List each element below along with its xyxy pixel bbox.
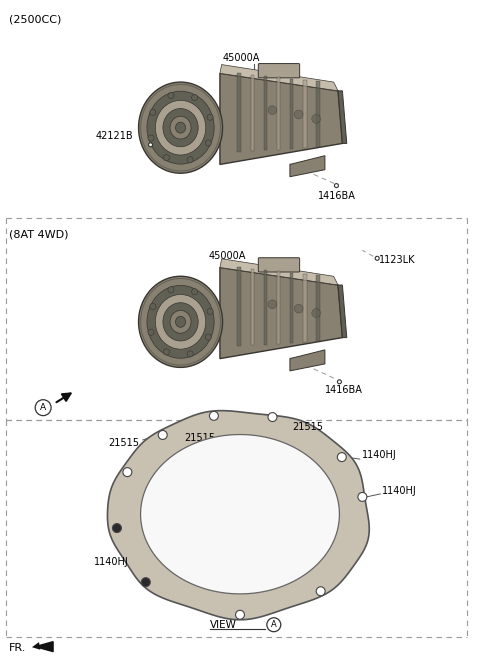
Circle shape bbox=[316, 587, 325, 596]
Polygon shape bbox=[290, 79, 293, 148]
Polygon shape bbox=[338, 285, 347, 338]
Polygon shape bbox=[238, 74, 241, 152]
Ellipse shape bbox=[163, 108, 198, 147]
Polygon shape bbox=[35, 642, 53, 652]
Circle shape bbox=[358, 493, 367, 501]
Ellipse shape bbox=[139, 82, 223, 173]
Text: 1140HJ: 1140HJ bbox=[362, 450, 396, 460]
Circle shape bbox=[312, 114, 321, 124]
Text: 1416BA: 1416BA bbox=[324, 385, 362, 395]
Ellipse shape bbox=[156, 294, 206, 349]
Circle shape bbox=[268, 106, 277, 114]
Circle shape bbox=[335, 183, 338, 188]
Polygon shape bbox=[108, 411, 369, 620]
Polygon shape bbox=[290, 350, 325, 371]
Polygon shape bbox=[303, 274, 307, 342]
Circle shape bbox=[294, 110, 303, 119]
Polygon shape bbox=[316, 81, 320, 147]
Polygon shape bbox=[277, 271, 280, 344]
Circle shape bbox=[148, 329, 154, 335]
Polygon shape bbox=[277, 78, 280, 150]
Text: 1140HJ: 1140HJ bbox=[94, 557, 129, 567]
Circle shape bbox=[141, 578, 150, 587]
Text: 1416BA: 1416BA bbox=[318, 191, 355, 200]
Text: 45000A: 45000A bbox=[222, 53, 260, 63]
Circle shape bbox=[205, 334, 211, 340]
Text: 1123LK: 1123LK bbox=[379, 256, 416, 265]
Circle shape bbox=[123, 468, 132, 476]
Circle shape bbox=[150, 109, 156, 116]
Circle shape bbox=[148, 135, 154, 141]
Circle shape bbox=[168, 286, 174, 293]
Text: (8AT 4WD): (8AT 4WD) bbox=[9, 229, 69, 239]
Circle shape bbox=[150, 304, 156, 309]
Text: FR.: FR. bbox=[9, 643, 27, 652]
Circle shape bbox=[163, 154, 169, 161]
Ellipse shape bbox=[139, 276, 223, 367]
Text: 21515: 21515 bbox=[292, 422, 324, 432]
Polygon shape bbox=[251, 75, 254, 151]
FancyBboxPatch shape bbox=[258, 258, 300, 272]
Ellipse shape bbox=[170, 311, 191, 333]
Circle shape bbox=[187, 351, 193, 357]
Ellipse shape bbox=[156, 101, 206, 155]
Circle shape bbox=[337, 380, 341, 384]
Polygon shape bbox=[220, 74, 342, 164]
Text: 45000A: 45000A bbox=[208, 252, 246, 261]
Ellipse shape bbox=[176, 122, 186, 133]
Ellipse shape bbox=[147, 91, 214, 164]
Polygon shape bbox=[220, 64, 338, 91]
Circle shape bbox=[236, 610, 244, 620]
Circle shape bbox=[207, 114, 213, 120]
Circle shape bbox=[268, 413, 277, 422]
Polygon shape bbox=[290, 273, 293, 343]
Circle shape bbox=[112, 524, 121, 533]
Polygon shape bbox=[251, 269, 254, 346]
Ellipse shape bbox=[176, 317, 186, 327]
Polygon shape bbox=[338, 91, 347, 143]
Circle shape bbox=[192, 95, 198, 101]
Polygon shape bbox=[264, 270, 267, 345]
Circle shape bbox=[187, 156, 193, 163]
Circle shape bbox=[148, 143, 153, 147]
Circle shape bbox=[158, 430, 167, 440]
Text: A: A bbox=[271, 620, 276, 629]
Circle shape bbox=[268, 300, 277, 309]
Ellipse shape bbox=[147, 285, 214, 358]
Text: (2500CC): (2500CC) bbox=[9, 14, 62, 24]
Text: A: A bbox=[40, 403, 46, 412]
Circle shape bbox=[375, 256, 379, 260]
Circle shape bbox=[337, 453, 346, 462]
Polygon shape bbox=[303, 80, 307, 148]
Text: 1140HJ: 1140HJ bbox=[222, 583, 257, 593]
Polygon shape bbox=[220, 267, 342, 359]
Circle shape bbox=[168, 93, 174, 99]
Text: 21515: 21515 bbox=[184, 433, 215, 443]
Polygon shape bbox=[316, 275, 320, 341]
Circle shape bbox=[163, 349, 169, 355]
Text: VIEW: VIEW bbox=[210, 620, 237, 630]
FancyBboxPatch shape bbox=[258, 64, 300, 78]
Ellipse shape bbox=[170, 116, 191, 139]
Polygon shape bbox=[238, 267, 241, 346]
Circle shape bbox=[209, 411, 218, 420]
Polygon shape bbox=[290, 156, 325, 177]
Text: 1140HJ: 1140HJ bbox=[382, 486, 417, 496]
Polygon shape bbox=[220, 259, 338, 285]
Circle shape bbox=[207, 308, 213, 315]
Ellipse shape bbox=[163, 303, 198, 341]
Circle shape bbox=[312, 309, 321, 317]
Text: 21515: 21515 bbox=[108, 438, 139, 448]
Polygon shape bbox=[264, 76, 267, 150]
Polygon shape bbox=[141, 434, 339, 594]
Text: 42121B: 42121B bbox=[96, 131, 133, 141]
Circle shape bbox=[205, 140, 211, 146]
Circle shape bbox=[294, 304, 303, 313]
Circle shape bbox=[192, 288, 198, 295]
